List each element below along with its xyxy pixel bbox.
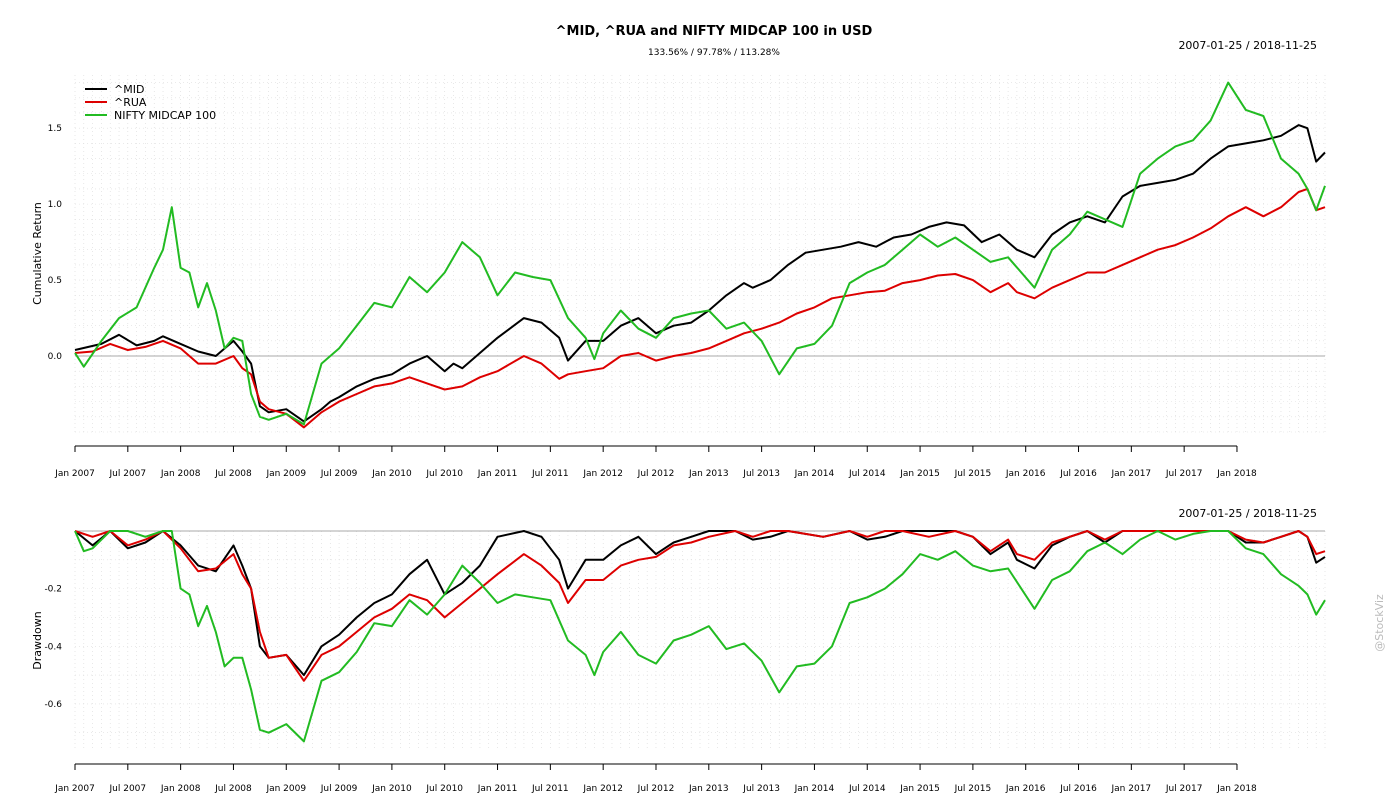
x-tick-label: Jul 2016	[1059, 469, 1097, 479]
x-tick-label: Jan 2016	[1005, 784, 1046, 794]
x-tick-label: Jan 2015	[899, 784, 940, 794]
chart-subtitle: 133.56% / 97.78% / 113.28%	[648, 48, 780, 58]
x-tick-label: Jul 2015	[954, 784, 992, 794]
x-tick-label: Jan 2009	[265, 784, 306, 794]
x-tick-label: Jan 2016	[1005, 469, 1046, 479]
x-tick-label: Jul 2008	[214, 469, 252, 479]
series-line-rua-drawdown	[74, 530, 1326, 682]
y-tick-label: 1.0	[48, 200, 63, 210]
x-tick-label: Jul 2011	[531, 469, 569, 479]
bottom-date-range: 2007-01-25 / 2018-11-25	[1178, 507, 1317, 520]
y-tick-label: -0.2	[44, 585, 62, 595]
series-line-mid-cumulative	[74, 124, 1326, 423]
x-tick-label: Jul 2007	[109, 784, 147, 794]
x-tick-label: Jul 2014	[848, 469, 886, 479]
legend-label: NIFTY MIDCAP 100	[114, 109, 216, 122]
x-tick-label: Jul 2008	[214, 784, 252, 794]
x-tick-label: Jan 2007	[54, 784, 95, 794]
y-tick-label: 0.0	[48, 352, 63, 362]
cumulative-grid	[74, 75, 1326, 433]
x-tick-label: Jul 2013	[742, 469, 780, 479]
x-tick-label: Jul 2015	[954, 469, 992, 479]
y-tick-label: -0.4	[44, 642, 62, 652]
x-tick-label: Jan 2015	[899, 469, 940, 479]
x-tick-label: Jan 2007	[54, 469, 95, 479]
x-tick-label: Jan 2014	[794, 784, 835, 794]
x-tick-label: Jul 2009	[320, 784, 358, 794]
x-tick-label: Jan 2012	[582, 469, 623, 479]
x-tick-label: Jan 2013	[688, 469, 729, 479]
drawdown-series-lines	[74, 530, 1326, 743]
x-tick-label: Jul 2007	[109, 469, 147, 479]
top-date-range: 2007-01-25 / 2018-11-25	[1178, 39, 1317, 52]
x-tick-label: Jan 2018	[1216, 784, 1257, 794]
y-tick-label: 0.5	[48, 276, 62, 286]
y-tick-label: 1.5	[48, 124, 62, 134]
series-line-mid-drawdown	[74, 530, 1326, 677]
x-tick-label: Jul 2009	[320, 469, 358, 479]
x-tick-label: Jul 2010	[425, 784, 463, 794]
y-tick-label: -0.6	[44, 700, 62, 710]
drawdown-y-axis-label: Drawdown	[31, 611, 44, 669]
x-tick-label: Jan 2008	[160, 469, 201, 479]
x-tick-label: Jul 2012	[637, 469, 675, 479]
x-tick-label: Jul 2011	[531, 784, 569, 794]
x-tick-label: Jul 2014	[848, 784, 886, 794]
x-tick-label: Jul 2017	[1165, 469, 1203, 479]
x-tick-label: Jan 2010	[371, 784, 412, 794]
x-tick-label: Jan 2012	[582, 784, 623, 794]
x-tick-label: Jan 2011	[477, 784, 518, 794]
x-tick-label: Jan 2017	[1111, 469, 1152, 479]
x-tick-label: Jan 2011	[477, 469, 518, 479]
chart-title: ^MID, ^RUA and NIFTY MIDCAP 100 in USD	[556, 24, 873, 39]
legend-label: ^MID	[114, 83, 144, 96]
x-tick-label: Jul 2017	[1165, 784, 1203, 794]
cumulative-series-lines	[74, 81, 1326, 429]
x-tick-label: Jul 2012	[637, 784, 675, 794]
drawdown-axes: -0.6 -0.4 -0.2 Jan 2007 Jul 2007 Jan 2008 Jul …	[44, 530, 1325, 794]
cumulative-y-axis-label: Cumulative Return	[31, 202, 44, 305]
series-line-rua-cumulative	[74, 187, 1326, 429]
x-tick-label: Jan 2009	[265, 469, 306, 479]
legend-label: ^RUA	[114, 96, 147, 109]
watermark: @StockViz	[1373, 594, 1386, 652]
series-line-nifty-midcap-100-drawdown	[74, 530, 1326, 743]
x-tick-label: Jul 2013	[742, 784, 780, 794]
cumulative-axes: 0.0 0.5 1.0 1.5 Jan 2007 Jul 2007 Jan 2008 Jul …	[48, 124, 1325, 479]
x-tick-label: Jan 2018	[1216, 469, 1257, 479]
x-tick-label: Jan 2014	[794, 469, 835, 479]
x-tick-label: Jan 2010	[371, 469, 412, 479]
x-tick-label: Jan 2008	[160, 784, 201, 794]
x-tick-label: Jul 2016	[1059, 784, 1097, 794]
x-tick-label: Jan 2017	[1111, 784, 1152, 794]
x-tick-label: Jan 2013	[688, 784, 729, 794]
x-tick-label: Jul 2010	[425, 469, 463, 479]
series-line-nifty-midcap-100-cumulative	[74, 81, 1326, 426]
